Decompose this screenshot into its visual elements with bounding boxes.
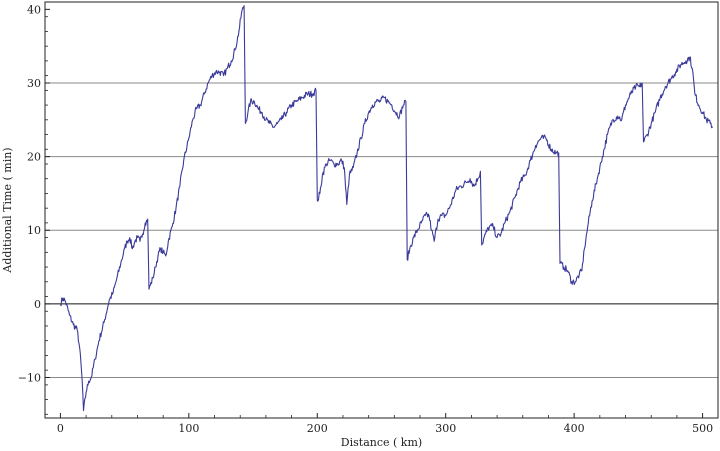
y-tick-label: −10 [18,372,41,385]
x-axis-title: Distance ( km) [341,436,422,449]
series [59,5,714,412]
y-tick-label: 30 [27,77,41,90]
x-ticks: 0 100 200 300 400 500 [57,413,713,435]
y-tick-label: 10 [27,224,41,237]
plot-frame [44,1,719,419]
x-tick-label: 400 [564,422,585,435]
series-line [59,5,714,412]
x-tick-label: 0 [57,422,64,435]
y-ticks: −10 0 10 20 30 40 [18,3,50,415]
x-tick-label: 300 [435,422,456,435]
y-axis-title: Additional Time ( min) [1,147,14,273]
x-tick-label: 200 [307,422,328,435]
gridlines [45,82,718,378]
y-tick-label: 0 [34,298,41,311]
x-tick-label: 500 [692,422,713,435]
x-tick-label: 100 [178,422,199,435]
y-tick-label: 20 [27,151,41,164]
y-tick-label: 40 [27,3,41,16]
